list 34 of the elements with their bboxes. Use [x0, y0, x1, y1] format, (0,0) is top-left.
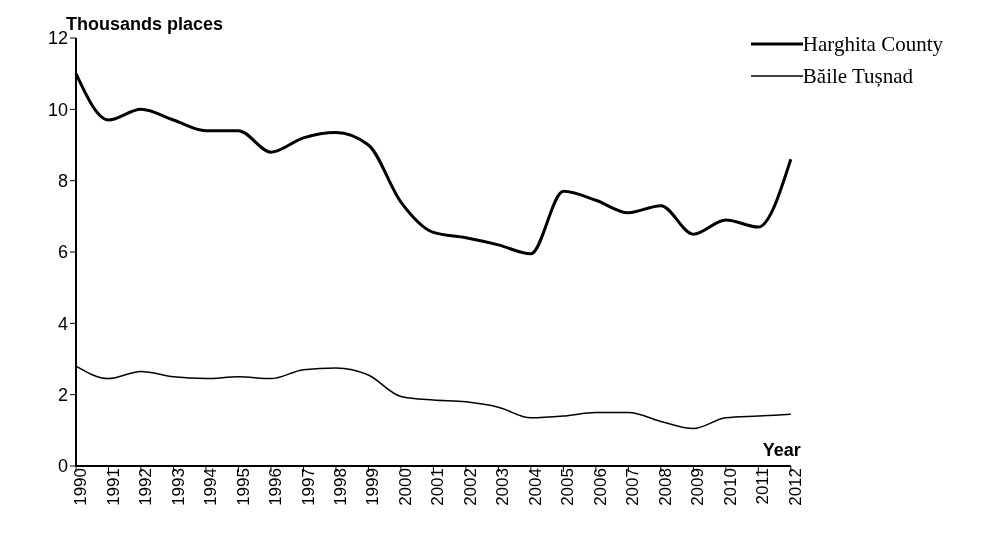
- x-tick-label: 1997: [298, 468, 318, 506]
- y-tick-label: 2: [57, 385, 68, 406]
- x-tick-label: 2000: [395, 468, 415, 506]
- x-tick-label: 2008: [655, 468, 675, 506]
- legend-label: Băile Tușnad: [802, 63, 914, 89]
- x-tick-label: 2009: [688, 468, 708, 506]
- y-tick-label: 6: [57, 242, 68, 263]
- y-tick-label: 4: [57, 313, 68, 334]
- y-axis-title: Thousands places: [66, 14, 224, 34]
- x-tick-label: 1996: [266, 468, 286, 506]
- y-tick-label: 0: [57, 456, 68, 477]
- y-tick-label: 12: [47, 28, 68, 49]
- y-tick-label: 10: [47, 99, 68, 120]
- x-tick-label: 1994: [201, 468, 221, 506]
- x-tick-label: 2004: [525, 468, 545, 506]
- x-tick-label: 2010: [720, 468, 740, 506]
- x-tick-label: 2011: [753, 468, 773, 505]
- x-tick-label: 2003: [493, 468, 513, 506]
- x-tick-label: 2002: [460, 468, 480, 506]
- x-tick-label: 2005: [558, 468, 578, 506]
- x-tick-label: 1990: [71, 468, 91, 506]
- y-tick-label: 8: [57, 171, 68, 192]
- x-tick-label: 1992: [136, 468, 156, 506]
- x-tick-label: 2012: [785, 468, 805, 506]
- x-tick-label: 1991: [103, 468, 123, 506]
- x-tick-label: 2006: [590, 468, 610, 506]
- legend-label: Harghita County: [802, 31, 943, 57]
- x-tick-label: 2007: [623, 468, 643, 506]
- x-axis-title: Year: [762, 440, 801, 460]
- x-tick-label: 1999: [363, 468, 383, 506]
- x-tick-label: 1995: [233, 468, 253, 506]
- x-tick-label: 1993: [168, 468, 188, 506]
- x-tick-label: 2001: [428, 468, 448, 506]
- x-tick-label: 1998: [331, 468, 350, 506]
